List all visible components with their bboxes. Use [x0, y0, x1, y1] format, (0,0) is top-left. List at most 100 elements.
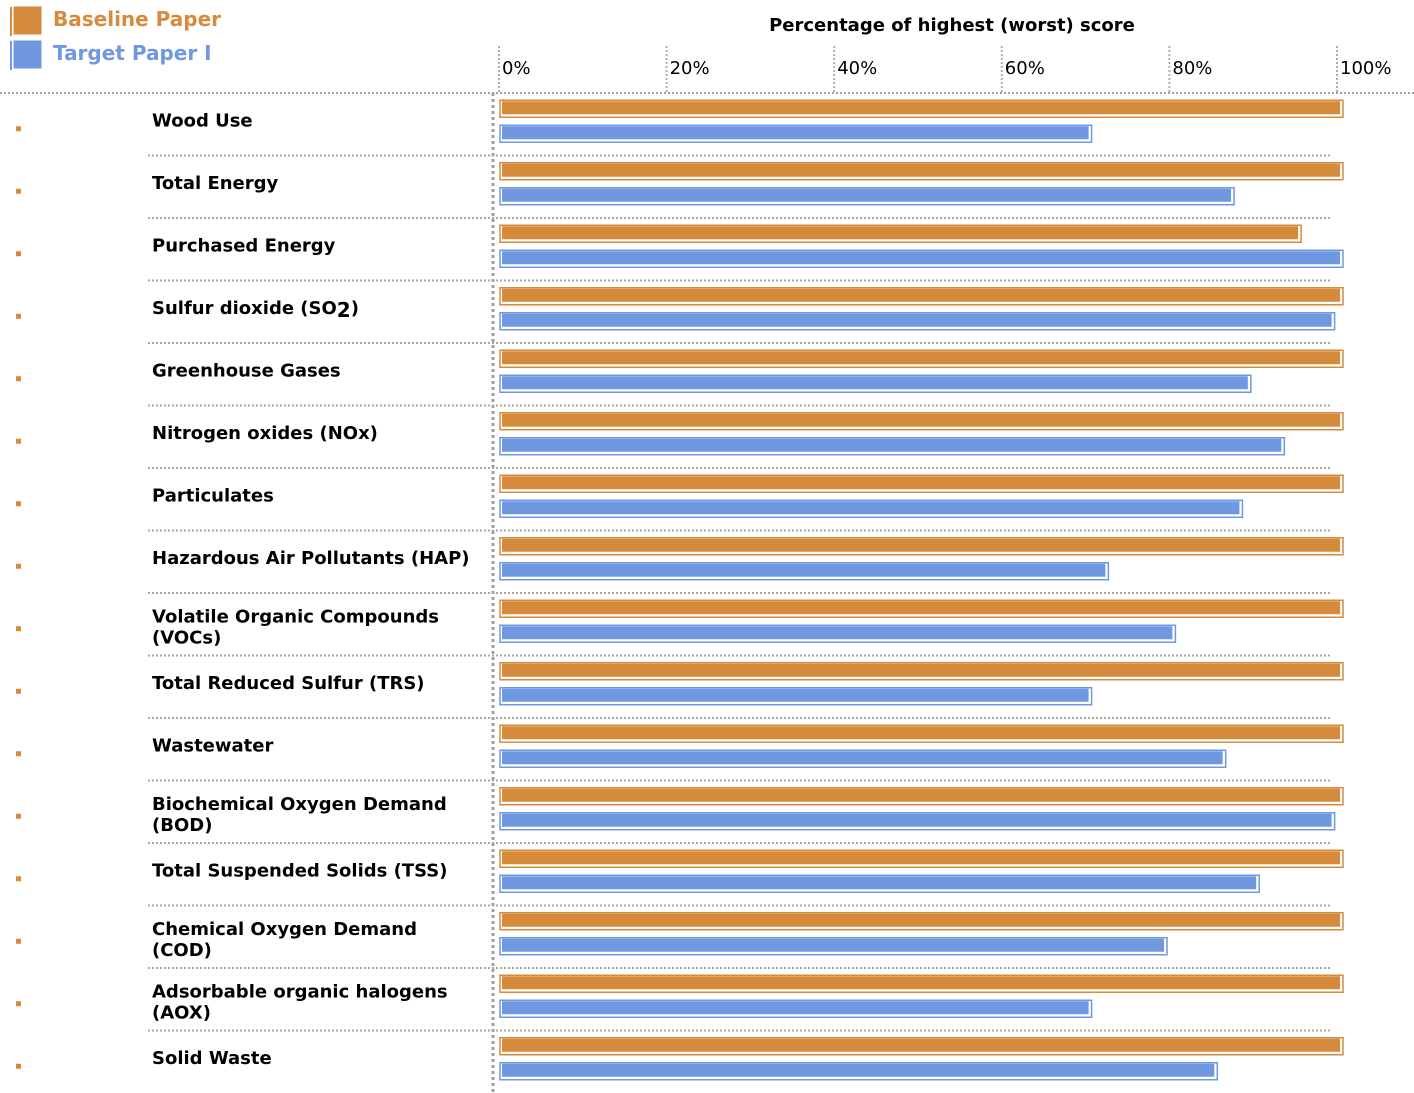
bar-baseline: [502, 288, 1340, 302]
bar-target: [502, 876, 1257, 890]
bar-baseline: [502, 101, 1340, 115]
tick-label: 100%: [1340, 58, 1391, 79]
bar-target-outline: [499, 312, 1336, 331]
bar-target: [502, 813, 1332, 827]
bar-target: [502, 313, 1332, 327]
bar-target-outline: [499, 874, 1260, 893]
bar-baseline-outline: [499, 412, 1344, 431]
category-label: Wood Use: [152, 110, 253, 131]
bullet-marker: [16, 501, 21, 507]
bar-baseline-outline: [499, 787, 1344, 806]
bar-baseline-outline: [499, 599, 1344, 618]
bar-baseline-outline: [499, 912, 1344, 931]
bullet-marker: [16, 626, 21, 632]
bar-baseline: [502, 226, 1299, 240]
category-label: Volatile Organic Compounds: [152, 606, 439, 627]
bullet-marker: [16, 188, 21, 194]
legend-swatch-baseline: [12, 5, 43, 36]
bar-baseline: [502, 913, 1340, 927]
bar-baseline: [502, 726, 1340, 740]
bar-target: [502, 126, 1089, 140]
bar-target: [502, 938, 1165, 952]
bar-target: [502, 626, 1173, 640]
bar-target: [502, 1063, 1215, 1077]
bar-target: [502, 438, 1282, 452]
bar-target-outline: [499, 812, 1336, 831]
bar-baseline-outline: [499, 537, 1344, 556]
bar-target: [502, 376, 1248, 390]
legend-label-target: Target Paper I: [53, 41, 212, 65]
bar-target-outline: [499, 249, 1344, 268]
bullet-marker: [16, 938, 21, 944]
bar-target-outline: [499, 937, 1168, 956]
bar-baseline: [502, 413, 1340, 427]
legend-swatch-target: [12, 39, 43, 70]
bullet-marker: [16, 251, 21, 257]
bar-target: [502, 751, 1223, 765]
tick-label: 80%: [1172, 58, 1212, 79]
category-label: Particulates: [152, 485, 274, 506]
bar-baseline: [502, 663, 1340, 677]
bar-baseline: [502, 601, 1340, 615]
bar-baseline-outline: [499, 162, 1344, 181]
category-label-line2: (VOCs): [152, 627, 221, 648]
bullet-marker: [16, 813, 21, 819]
bar-baseline: [502, 851, 1340, 865]
category-label: Sulfur dioxide (SO2): [152, 298, 359, 322]
bullet-marker: [16, 438, 21, 444]
bullet-marker: [16, 1063, 21, 1069]
bar-baseline: [502, 1038, 1340, 1052]
category-label: Chemical Oxygen Demand: [152, 919, 417, 940]
bar-baseline-outline: [499, 974, 1344, 993]
bar-baseline-outline: [499, 349, 1344, 368]
bar-target-outline: [499, 687, 1093, 706]
bar-target-outline: [499, 624, 1177, 643]
bar-baseline-outline: [499, 1037, 1344, 1056]
bar-baseline-outline: [499, 724, 1344, 743]
bar-target-outline: [499, 1062, 1219, 1081]
bar-target-outline: [499, 999, 1093, 1018]
category-label: Total Reduced Sulfur (TRS): [152, 673, 425, 694]
bullet-marker: [16, 313, 21, 319]
bar-baseline-outline: [499, 474, 1344, 493]
bars: [499, 99, 1344, 1081]
bar-baseline: [502, 476, 1340, 490]
bar-baseline-outline: [499, 849, 1344, 868]
bar-baseline: [502, 788, 1340, 802]
category-label-line2: (BOD): [152, 815, 212, 836]
bar-target-outline: [499, 187, 1235, 206]
category-rows: Wood Use Total Energy Purchased Energy Sulf…: [16, 110, 1332, 1069]
category-label: Adsorbable organic halogens: [152, 981, 448, 1002]
tick-label: 0%: [502, 58, 531, 79]
x-axis-ticks: 0% 20% 40% 60% 80% 100%: [498, 46, 1391, 92]
category-label: Nitrogen oxides (NOx): [152, 423, 378, 444]
bar-baseline: [502, 976, 1340, 990]
bar-baseline-outline: [499, 99, 1344, 118]
bullet-marker: [16, 376, 21, 382]
bar-target: [502, 501, 1240, 515]
category-label-line2: (COD): [152, 940, 212, 961]
bullet-marker: [16, 751, 21, 757]
bar-target: [502, 251, 1340, 265]
bullet-marker: [16, 563, 21, 569]
bullet-marker: [16, 1001, 21, 1007]
bullet-marker: [16, 126, 21, 132]
bar-baseline: [502, 351, 1340, 365]
bar-target-outline: [499, 562, 1110, 581]
bar-baseline: [502, 538, 1340, 552]
bar-target-outline: [499, 437, 1286, 456]
bullet-marker: [16, 876, 21, 882]
bar-target-outline: [499, 749, 1227, 768]
bullet-marker: [16, 688, 21, 694]
category-label-line2: (AOX): [152, 1002, 211, 1023]
tick-label: 60%: [1005, 58, 1045, 79]
category-label: Total Energy: [152, 173, 279, 194]
bar-target-outline: [499, 499, 1244, 518]
tick-label: 40%: [837, 58, 877, 79]
bar-target: [502, 688, 1089, 702]
category-label: Biochemical Oxygen Demand: [152, 794, 447, 815]
legend-label-baseline: Baseline Paper: [53, 7, 221, 31]
legend: Baseline Paper Target Paper I: [10, 5, 221, 70]
bar-baseline-outline: [499, 287, 1344, 306]
